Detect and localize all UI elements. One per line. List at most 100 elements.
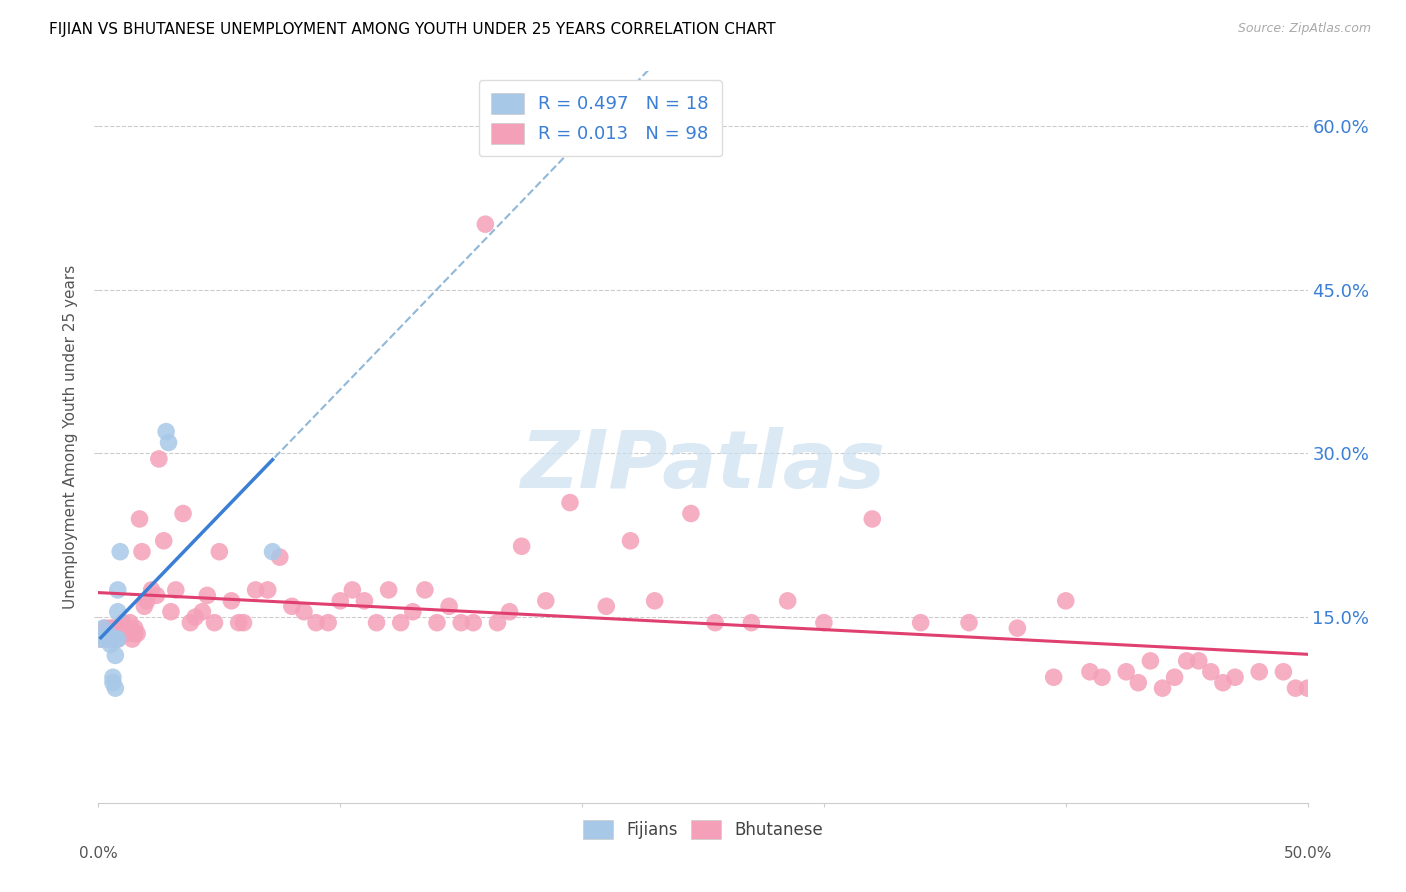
Point	[107, 621, 129, 635]
Point	[157, 435, 180, 450]
Point	[510, 539, 533, 553]
Point	[1054, 594, 1077, 608]
Text: FIJIAN VS BHUTANESE UNEMPLOYMENT AMONG YOUTH UNDER 25 YEARS CORRELATION CHART: FIJIAN VS BHUTANESE UNEMPLOYMENT AMONG Y…	[49, 22, 776, 37]
Point	[94, 621, 117, 635]
Point	[595, 599, 617, 614]
Point	[437, 599, 460, 614]
Point	[281, 599, 304, 614]
Point	[256, 582, 278, 597]
Point	[366, 615, 388, 630]
Point	[101, 670, 124, 684]
Point	[134, 599, 156, 614]
Point	[377, 582, 399, 597]
Point	[1078, 665, 1101, 679]
Point	[1188, 654, 1211, 668]
Point	[155, 425, 177, 439]
Point	[1152, 681, 1174, 695]
Point	[172, 507, 194, 521]
Point	[221, 594, 243, 608]
Point	[413, 582, 436, 597]
Point	[97, 632, 120, 646]
Point	[107, 632, 129, 646]
Point	[342, 582, 364, 597]
Point	[160, 605, 183, 619]
Point	[184, 610, 207, 624]
Point	[121, 632, 143, 646]
Text: 50.0%: 50.0%	[1284, 847, 1331, 862]
Point	[91, 626, 114, 640]
Point	[100, 638, 122, 652]
Text: Source: ZipAtlas.com: Source: ZipAtlas.com	[1237, 22, 1371, 36]
Point	[1223, 670, 1246, 684]
Point	[179, 615, 201, 630]
Point	[1296, 681, 1319, 695]
Point	[107, 605, 129, 619]
Point	[195, 588, 218, 602]
Point	[450, 615, 472, 630]
Point	[305, 615, 328, 630]
Point	[402, 605, 425, 619]
Point	[269, 550, 291, 565]
Point	[679, 507, 702, 521]
Point	[228, 615, 250, 630]
Point	[101, 632, 124, 646]
Point	[426, 615, 449, 630]
Point	[131, 545, 153, 559]
Point	[740, 615, 762, 630]
Point	[104, 632, 127, 646]
Point	[353, 594, 375, 608]
Point	[104, 626, 127, 640]
Point	[165, 582, 187, 597]
Legend: Fijians, Bhutanese: Fijians, Bhutanese	[576, 814, 830, 846]
Point	[128, 512, 150, 526]
Point	[619, 533, 641, 548]
Point	[704, 615, 727, 630]
Point	[329, 594, 352, 608]
Point	[1212, 675, 1234, 690]
Point	[124, 621, 146, 635]
Point	[141, 582, 163, 597]
Point	[100, 626, 122, 640]
Point	[118, 615, 141, 630]
Point	[1128, 675, 1150, 690]
Point	[813, 615, 835, 630]
Point	[1007, 621, 1029, 635]
Point	[97, 626, 120, 640]
Point	[1163, 670, 1185, 684]
Point	[104, 621, 127, 635]
Point	[191, 605, 214, 619]
Point	[1272, 665, 1295, 679]
Point	[94, 632, 117, 646]
Point	[152, 533, 174, 548]
Point	[107, 632, 129, 646]
Point	[1284, 681, 1306, 695]
Point	[107, 582, 129, 597]
Point	[117, 626, 139, 640]
Point	[1139, 654, 1161, 668]
Point	[474, 217, 496, 231]
Point	[90, 632, 112, 646]
Point	[101, 621, 124, 635]
Point	[262, 545, 284, 559]
Point	[111, 626, 134, 640]
Point	[776, 594, 799, 608]
Point	[1042, 670, 1064, 684]
Point	[124, 626, 146, 640]
Point	[463, 615, 485, 630]
Point	[114, 621, 136, 635]
Y-axis label: Unemployment Among Youth under 25 years: Unemployment Among Youth under 25 years	[63, 265, 79, 609]
Point	[135, 594, 157, 608]
Point	[498, 605, 520, 619]
Point	[389, 615, 412, 630]
Point	[1199, 665, 1222, 679]
Point	[245, 582, 267, 597]
Point	[100, 632, 122, 646]
Point	[1115, 665, 1137, 679]
Point	[486, 615, 509, 630]
Point	[108, 545, 131, 559]
Point	[1175, 654, 1198, 668]
Point	[534, 594, 557, 608]
Point	[1309, 681, 1331, 695]
Text: ZIPatlas: ZIPatlas	[520, 427, 886, 506]
Point	[108, 621, 131, 635]
